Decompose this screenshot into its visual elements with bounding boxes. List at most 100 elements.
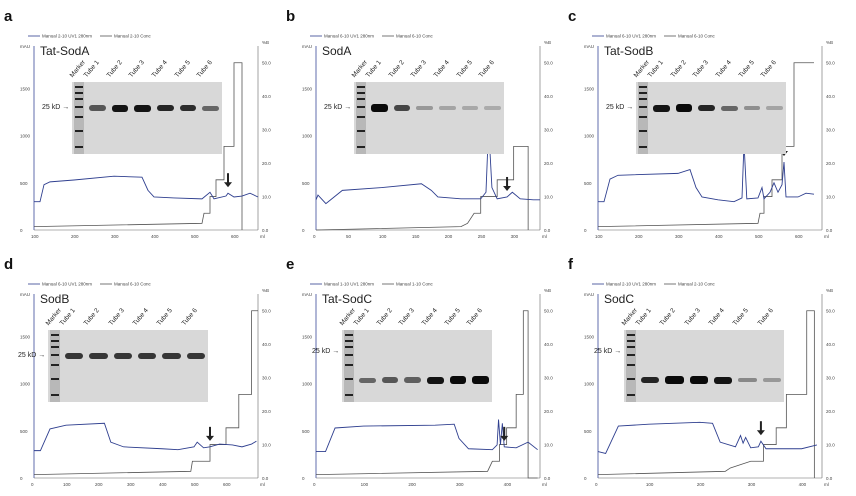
marker-band (345, 378, 353, 380)
kd-marker-label: 25 kD → (42, 104, 70, 111)
y-tick-label: 1000 (584, 382, 595, 387)
chart-panel-c: c Manual 6-10 UV1 280nm Manual 6-10 Conc mA… (564, 0, 846, 240)
y2-tick-label: 0.0 (544, 228, 551, 233)
legend: Manual 6-10 UV1 280nm Manual 6-10 Conc (592, 34, 716, 39)
x-tick-label: 150 (412, 234, 420, 239)
legend-uv-label: Manual 1-10 UV1 280nm (324, 282, 374, 287)
y2-axis-label: %B (544, 40, 551, 45)
y2-tick-label: 40.0 (826, 342, 835, 347)
arrow-down-icon (224, 173, 232, 188)
marker-lane (626, 330, 636, 402)
marker-band (75, 116, 83, 118)
marker-band (627, 394, 635, 396)
marker-lane (638, 82, 648, 154)
arrow-down-icon (500, 426, 509, 441)
gel-image (636, 82, 786, 154)
x-tick-label: 200 (71, 234, 79, 239)
y2-tick-label: 50.0 (544, 309, 553, 314)
y2-tick-label: 0.0 (826, 476, 833, 481)
marker-band (627, 378, 635, 380)
marker-band (51, 354, 59, 356)
gel-band (439, 106, 456, 110)
marker-band (357, 86, 365, 88)
y-tick-label: 500 (20, 181, 28, 186)
y-tick-label: 1500 (302, 86, 313, 91)
legend-uv-label: Manual 2-10 UV1 280nm (42, 34, 92, 39)
x-tick-label: 200 (445, 234, 453, 239)
x-tick-label: 100 (379, 234, 387, 239)
marker-band (51, 340, 59, 342)
legend: Manual 6-10 UV1 280nm Manual 6-10 Conc (28, 282, 152, 287)
y-axis-label: mAU (20, 292, 30, 297)
gel-band (65, 352, 84, 360)
legend-conc-label: Manual 1-10 Conc (396, 282, 434, 287)
y2-tick-label: 30.0 (826, 128, 835, 133)
marker-band (639, 92, 647, 94)
marker-band (357, 106, 365, 108)
gel-band (162, 352, 181, 360)
gel-band (371, 103, 388, 113)
panel-title: SodB (40, 292, 70, 306)
x-tick-label: 300 (127, 482, 135, 487)
x-tick-label: 400 (715, 234, 723, 239)
x-tick-label: 300 (111, 234, 119, 239)
x-tick-label: 100 (361, 482, 369, 487)
chart-svg: Manual 2-10 UV1 280nm Manual 2-10 Conc mAU… (20, 34, 271, 240)
legend-uv-label: Manual 6-10 UV1 280nm (606, 34, 656, 39)
y-tick-label: 0 (20, 228, 23, 233)
conc-series-line (315, 145, 529, 231)
y-tick-label: 0 (302, 228, 305, 233)
gel-band (472, 376, 489, 384)
y-axis-label: mAU (584, 292, 594, 297)
y-tick-label: 500 (584, 181, 592, 186)
marker-lane (50, 330, 60, 402)
chart-svg: Manual 2-10 UV1 280nm Manual 2-10 Conc mAU… (584, 282, 835, 488)
legend: Manual 1-10 UV1 280nm Manual 1-10 Conc (310, 282, 434, 287)
marker-band (627, 364, 635, 366)
gel-band (393, 105, 411, 111)
y-tick-label: 1000 (302, 134, 313, 139)
arrow-down-icon (503, 176, 512, 191)
gel-band (738, 377, 757, 383)
gel-band (113, 352, 132, 360)
marker-band (51, 364, 59, 366)
x-tick-label: 600 (231, 234, 239, 239)
x-axis-label: ml (542, 482, 547, 487)
gel-band (186, 352, 205, 360)
y-tick-label: 1000 (584, 134, 595, 139)
marker-band (51, 378, 59, 380)
marker-band (639, 86, 647, 88)
y2-tick-label: 20.0 (826, 409, 835, 414)
panel-letter: f (568, 256, 573, 273)
marker-band (627, 340, 635, 342)
panel-letter: a (4, 8, 13, 25)
conc-series-line (33, 310, 258, 476)
uv-series-line (315, 126, 540, 205)
x-tick-label: 200 (95, 482, 103, 487)
conc-series-line (315, 310, 538, 479)
marker-band (345, 346, 353, 348)
y2-tick-label: 30.0 (262, 128, 271, 133)
y2-tick-label: 0.0 (262, 228, 269, 233)
y-axis-label: mAU (302, 292, 312, 297)
gel-band (89, 352, 108, 360)
legend: Manual 6-10 UV1 280nm Manual 6-10 Conc (310, 34, 434, 39)
kd-marker-label: 25 kD → (324, 104, 352, 111)
marker-band (345, 334, 353, 336)
legend: Manual 2-10 UV1 280nm Manual 2-10 Conc (28, 34, 152, 39)
x-axis-label: ml (542, 234, 547, 239)
marker-band (357, 98, 365, 100)
panel-title: Tat-SodB (604, 44, 654, 58)
gel-band (111, 104, 129, 112)
gel-image (342, 330, 492, 402)
conc-series-line (597, 310, 815, 478)
y-tick-label: 1000 (20, 382, 31, 387)
chart-svg: Manual 6-10 UV1 280nm Manual 6-10 Conc mAU… (584, 34, 835, 240)
x-tick-label: 300 (675, 234, 683, 239)
gel-band (665, 376, 684, 384)
gel-band (416, 106, 433, 110)
panel-letter: d (4, 256, 14, 273)
marker-band (51, 394, 59, 396)
marker-band (75, 106, 83, 108)
y2-tick-label: 10.0 (262, 443, 271, 448)
